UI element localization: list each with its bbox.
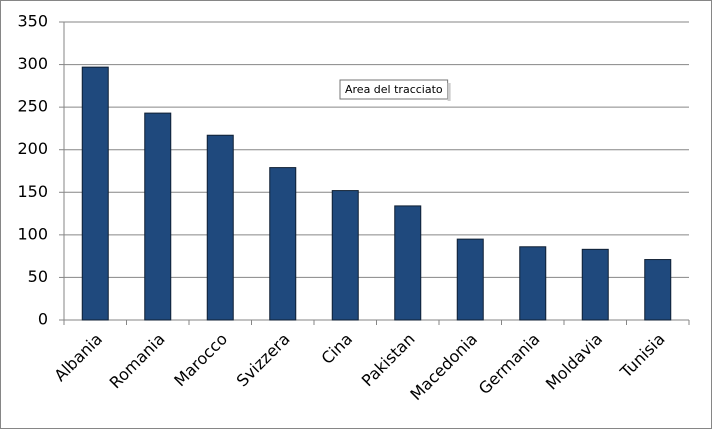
bar <box>206 134 234 321</box>
y-tick-label: 250 <box>17 97 48 116</box>
y-tick-label: 0 <box>38 310 48 329</box>
bar <box>581 248 609 321</box>
bar <box>269 167 297 321</box>
y-tick-label: 150 <box>17 182 48 201</box>
bar <box>144 112 172 321</box>
bar <box>394 205 422 321</box>
bar <box>644 259 672 321</box>
y-tick-label: 350 <box>17 12 48 31</box>
y-tick-label: 100 <box>17 224 48 243</box>
tooltip-text: Area del tracciato <box>345 83 443 96</box>
y-tick-label: 300 <box>17 54 48 73</box>
tooltip: Area del tracciato <box>339 79 451 101</box>
bar <box>331 190 359 321</box>
tooltip-shadow <box>447 83 451 101</box>
bar <box>519 246 547 321</box>
bar <box>81 66 109 321</box>
y-tick-label: 50 <box>28 267 48 286</box>
y-tick-label: 200 <box>17 139 48 158</box>
bar <box>456 238 484 321</box>
